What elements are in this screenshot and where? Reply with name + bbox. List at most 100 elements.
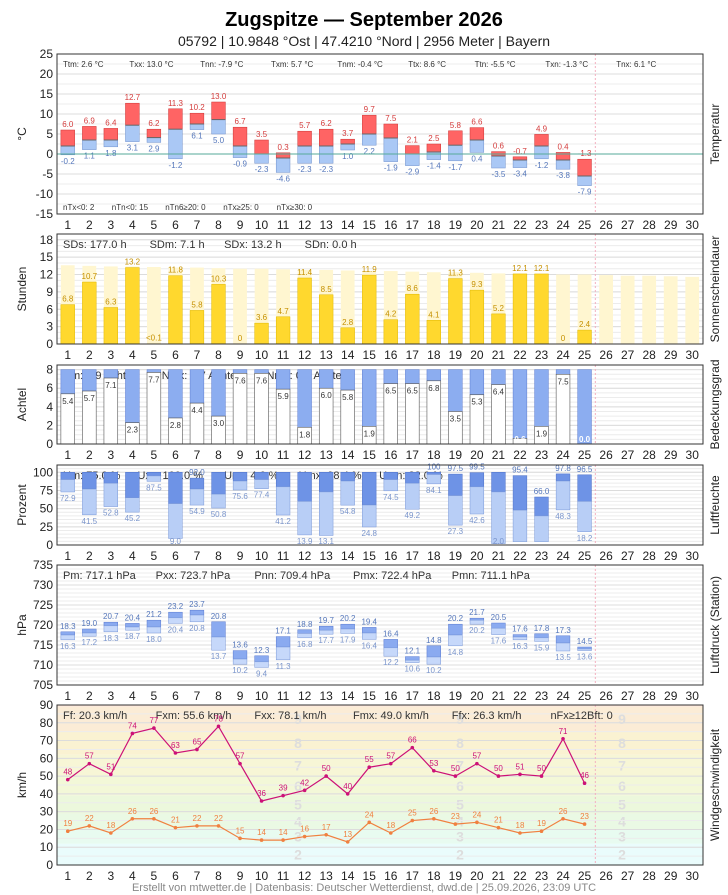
wind-point	[518, 831, 522, 835]
temp-max-bar	[125, 102, 140, 126]
wind-point	[281, 838, 285, 842]
cloud-bar	[448, 369, 463, 412]
wind-point	[367, 765, 372, 770]
humidity-upper-bar	[577, 474, 592, 502]
humidity-max-label: 99.5	[469, 463, 485, 472]
temp-max-label: 4.9	[536, 124, 548, 133]
y-tick-label: 710	[33, 658, 53, 672]
pressure-lower-bar	[426, 656, 441, 665]
x-tick-label: 16	[384, 549, 398, 563]
temp-max-label: 2.5	[428, 134, 440, 143]
x-tick-label: 6	[172, 689, 179, 703]
pressure-min-label: 20.2	[469, 626, 485, 635]
stat-label: Pm: 717.1 hPa	[63, 570, 137, 582]
x-tick-label: 5	[151, 448, 158, 462]
humidity-min-label: 18.2	[577, 534, 593, 543]
wind-point	[561, 816, 565, 821]
temp-min-label: -3.8	[556, 171, 570, 180]
humidity-lower-bar	[491, 491, 506, 544]
sunshine-label: 4.1	[428, 310, 440, 319]
wind-label: 57	[386, 752, 395, 761]
x-tick-label: 6	[172, 549, 179, 563]
pressure-min-label: 18.7	[125, 632, 141, 641]
wind-label: 39	[279, 784, 288, 793]
humidity-min-label: 48.3	[555, 512, 571, 521]
x-tick-label: 2	[86, 348, 93, 362]
cloud-bar	[426, 369, 441, 382]
beaufort-label: 4	[618, 813, 626, 829]
x-tick-label: 25	[578, 689, 592, 703]
humidity-lower-bar	[103, 482, 118, 507]
x-tick-label: 28	[642, 549, 656, 563]
x-tick-label: 22	[513, 218, 527, 232]
pressure-upper-bar	[362, 627, 377, 634]
humidity-lower-bar	[275, 486, 291, 516]
humidity-upper-bar	[319, 472, 334, 493]
x-tick-label: 14	[341, 869, 355, 883]
wind-label: 18	[106, 821, 115, 830]
pressure-lower-bar	[168, 617, 183, 624]
sunshine-bar	[426, 320, 441, 345]
sunshine-label: 5.8	[191, 300, 203, 309]
temp-min-bar	[275, 157, 291, 173]
wind-label: 14	[279, 828, 288, 837]
sunshine-frame	[56, 233, 704, 345]
humidity-min-label: 84.1	[426, 486, 442, 495]
x-tick-label: 4	[129, 448, 136, 462]
temp-min-bar	[512, 159, 528, 168]
sunshine-bar	[275, 316, 291, 345]
pressure-max-label: 17.6	[512, 625, 528, 634]
beaufort-label: 4	[294, 813, 302, 829]
y-tick-label: 20	[40, 67, 54, 81]
sunshine-label: 12.1	[534, 264, 550, 273]
temp-min-bar	[448, 144, 463, 162]
pressure-upper-bar	[146, 619, 162, 628]
cloud_cover-frame	[56, 364, 704, 445]
humidity-min-label: 45.2	[125, 514, 141, 523]
x-tick-label: 14	[341, 348, 355, 362]
pressure-upper-bar	[577, 646, 592, 650]
temp-max-label: 0.6	[493, 142, 505, 151]
x-tick-label: 18	[427, 448, 441, 462]
x-tick-label: 16	[384, 218, 398, 232]
cloud-label: 5.8	[342, 393, 354, 402]
x-tick-label: 21	[492, 348, 506, 362]
wind-label: 21	[494, 816, 503, 825]
temp-min-bar	[534, 145, 549, 160]
cloud-bar	[405, 369, 420, 384]
beaufort-label: 6	[456, 778, 464, 794]
x-tick-label: 25	[578, 869, 592, 883]
humidity-upper-bar	[469, 472, 485, 488]
sunshine-bar	[168, 275, 183, 345]
sunshine-bar	[211, 284, 226, 345]
pressure-lower-bar	[555, 642, 571, 652]
humidity-upper-bar	[534, 496, 549, 517]
wind-point	[152, 726, 156, 730]
cloud-bar	[362, 369, 377, 427]
x-tick-label: 8	[215, 448, 222, 462]
x-tick-label: 6	[172, 448, 179, 462]
wind-point	[238, 836, 242, 841]
humidity-upper-bar	[232, 472, 248, 482]
humidity-lower-bar	[60, 479, 75, 493]
temp-max-label: 6.0	[62, 120, 74, 129]
cloud-label: 6.8	[428, 384, 440, 393]
x-tick-label: 3	[107, 549, 114, 563]
beaufort-label: 7	[294, 757, 302, 773]
x-tick-label: 20	[470, 218, 484, 232]
cloud-bar	[577, 369, 592, 445]
x-tick-label: 17	[406, 689, 420, 703]
x-tick-label: 9	[237, 348, 244, 362]
humidity-min-label: 9.0	[170, 537, 182, 546]
wind-frame	[56, 704, 704, 866]
y-tick-label: 6	[46, 381, 53, 395]
x-tick-label: 12	[298, 869, 312, 883]
x-tick-label: 30	[686, 689, 700, 703]
humidity-lower-bar	[534, 515, 549, 542]
stat-label: Ttm: 2.6 °C	[63, 60, 104, 69]
y-axis-label: Achtel	[15, 388, 29, 421]
x-tick-label: 11	[277, 348, 290, 362]
temp-min-bar	[82, 139, 97, 150]
x-tick-label: 25	[578, 218, 592, 232]
